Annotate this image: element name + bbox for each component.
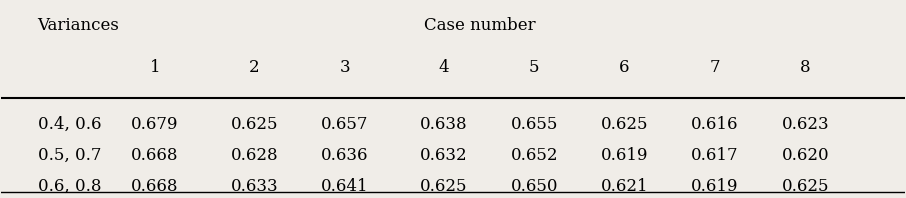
Text: 0.652: 0.652 — [511, 147, 558, 164]
Text: 0.650: 0.650 — [511, 178, 558, 195]
Text: 0.638: 0.638 — [420, 116, 467, 133]
Text: 0.632: 0.632 — [420, 147, 467, 164]
Text: 0.621: 0.621 — [601, 178, 649, 195]
Text: 0.668: 0.668 — [131, 147, 178, 164]
Text: 0.641: 0.641 — [321, 178, 369, 195]
Text: 2: 2 — [249, 59, 260, 76]
Text: 0.625: 0.625 — [601, 116, 649, 133]
Text: Case number: Case number — [424, 17, 536, 34]
Text: 0.616: 0.616 — [691, 116, 738, 133]
Text: 3: 3 — [340, 59, 350, 76]
Text: 0.636: 0.636 — [321, 147, 369, 164]
Text: 0.6, 0.8: 0.6, 0.8 — [37, 178, 101, 195]
Text: 0.668: 0.668 — [131, 178, 178, 195]
Text: 0.5, 0.7: 0.5, 0.7 — [37, 147, 101, 164]
Text: 0.679: 0.679 — [131, 116, 178, 133]
Text: 0.619: 0.619 — [691, 178, 738, 195]
Text: 0.657: 0.657 — [321, 116, 369, 133]
Text: 1: 1 — [149, 59, 160, 76]
Text: 7: 7 — [709, 59, 720, 76]
Text: 0.617: 0.617 — [691, 147, 738, 164]
Text: 0.4, 0.6: 0.4, 0.6 — [37, 116, 101, 133]
Text: 0.625: 0.625 — [782, 178, 829, 195]
Text: 0.623: 0.623 — [782, 116, 829, 133]
Text: 8: 8 — [800, 59, 811, 76]
Text: Variances: Variances — [37, 17, 120, 34]
Text: 0.633: 0.633 — [230, 178, 278, 195]
Text: 0.620: 0.620 — [782, 147, 829, 164]
Text: 5: 5 — [529, 59, 540, 76]
Text: 0.628: 0.628 — [230, 147, 278, 164]
Text: 0.625: 0.625 — [230, 116, 278, 133]
Text: 0.625: 0.625 — [420, 178, 467, 195]
Text: 4: 4 — [439, 59, 449, 76]
Text: 0.619: 0.619 — [601, 147, 649, 164]
Text: 6: 6 — [620, 59, 630, 76]
Text: 0.655: 0.655 — [511, 116, 558, 133]
